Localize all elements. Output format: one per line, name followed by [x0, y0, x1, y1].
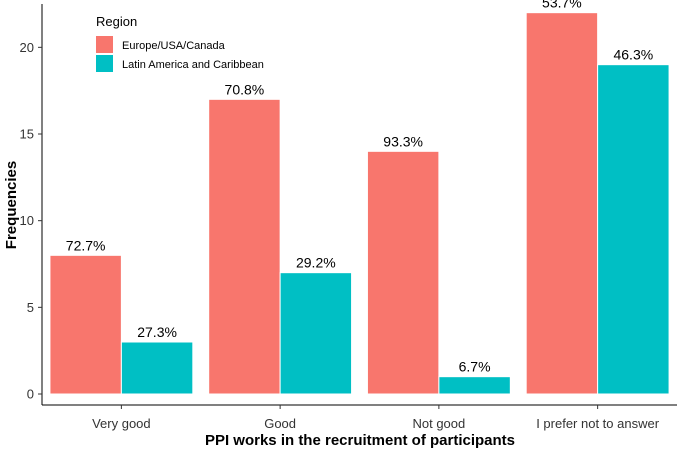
legend-title: Region	[96, 14, 137, 29]
x-tick-label-good: Good	[264, 416, 296, 431]
legend-label-latin-america: Latin America and Caribbean	[122, 59, 264, 71]
bar-latin-america-and-caribbean-good	[279, 272, 353, 395]
data-label-latin-america-and-caribbean-good: 29.2%	[296, 255, 336, 271]
y-tick-label-10: 10	[20, 213, 34, 228]
legend: Region Europe/USA/Canada Latin America a…	[96, 14, 264, 72]
y-ticks-group: 0 5 10 15 20	[20, 40, 42, 402]
x-tick-label-not-good: Not good	[412, 416, 465, 431]
legend-swatch-latin-america	[96, 55, 113, 72]
legend-label-europe: Europe/USA/Canada	[122, 40, 226, 52]
bar-europe-usa-canada-i-prefer-not-to-answer	[525, 12, 599, 395]
bar-latin-america-and-caribbean-not-good	[438, 376, 511, 395]
axes-group	[41, 4, 677, 406]
y-axis-title: Frequencies	[3, 161, 20, 249]
data-label-europe-usa-canada-i-prefer-not-to-answer: 53.7%	[542, 0, 582, 11]
data-label-latin-america-and-caribbean-not-good: 6.7%	[459, 359, 491, 375]
legend-swatch-europe	[96, 36, 113, 53]
bar-europe-usa-canada-very-good	[49, 254, 122, 395]
bar-labels-group: 72.7% 27.3% 70.8% 29.2% 93.3% 6.7% 53.7% 46.3%	[66, 0, 653, 375]
bar-latin-america-and-caribbean-very-good	[120, 341, 194, 395]
data-label-europe-usa-canada-good: 70.8%	[225, 81, 265, 97]
y-tick-label-20: 20	[20, 40, 34, 55]
data-label-europe-usa-canada-not-good: 93.3%	[383, 133, 423, 149]
data-label-europe-usa-canada-very-good: 72.7%	[66, 237, 106, 253]
bars-group	[49, 12, 670, 395]
x-ticks-group: Very good Good Not good I prefer not to ans…	[92, 405, 660, 431]
data-label-latin-america-and-caribbean-very-good: 27.3%	[137, 324, 177, 340]
data-label-latin-america-and-caribbean-i-prefer-not-to-answer: 46.3%	[613, 47, 653, 63]
bar-europe-usa-canada-not-good	[366, 150, 440, 395]
x-tick-label-i-prefer-not-to-answer: I prefer not to answer	[536, 416, 660, 431]
y-tick-label-5: 5	[27, 300, 34, 315]
bar-latin-america-and-caribbean-i-prefer-not-to-answer	[597, 64, 670, 395]
x-tick-label-very-good: Very good	[92, 416, 151, 431]
bar-europe-usa-canada-good	[208, 98, 281, 395]
y-tick-label-15: 15	[20, 127, 34, 142]
y-tick-label-0: 0	[27, 387, 34, 402]
x-axis-title: PPI works in the recruitment of particip…	[205, 432, 515, 449]
